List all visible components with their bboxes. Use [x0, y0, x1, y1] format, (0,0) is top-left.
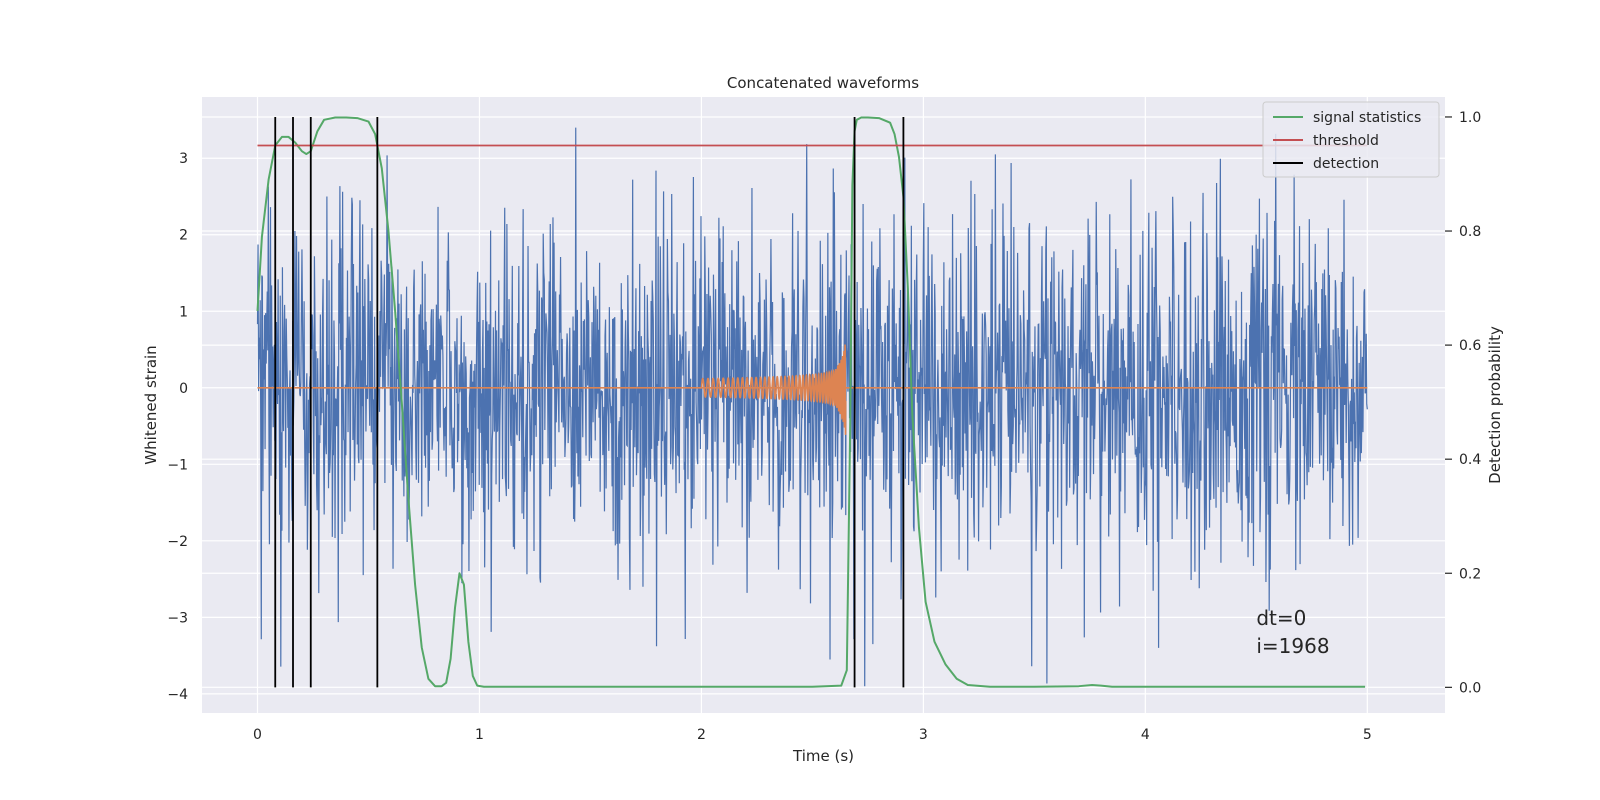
x-axis-label: Time (s) [792, 747, 854, 765]
legend-entry-label: detection [1313, 156, 1379, 172]
y2-tick-label: 0.2 [1459, 566, 1481, 582]
annotation-index: i=1968 [1256, 634, 1329, 658]
y2-axis-ticks: 0.0 0.2 0.4 0.6 0.8 1.0 [1445, 110, 1481, 696]
y-axis-ticks: −4 −3 −2 −1 0 1 2 3 [167, 151, 188, 703]
y-tick-label: −4 [167, 687, 188, 703]
legend-entry-label: signal statistics [1313, 110, 1421, 126]
y2-tick-label: 0.8 [1459, 224, 1481, 240]
y-tick-label: −1 [167, 457, 188, 473]
x-tick-label: 2 [697, 727, 706, 743]
y-tick-label: 0 [179, 381, 188, 397]
x-axis-ticks: 0 1 2 3 4 5 [253, 727, 1372, 743]
y-tick-label: 3 [179, 151, 188, 167]
x-tick-label: 0 [253, 727, 262, 743]
y-axis-label: Whitened strain [142, 345, 160, 464]
legend-box [1262, 101, 1440, 178]
y2-tick-label: 0.0 [1459, 680, 1481, 696]
y2-axis-label: Detection probability [1486, 326, 1504, 484]
signal-chirp [700, 344, 847, 435]
y-tick-label: −2 [167, 534, 188, 550]
y-tick-label: 1 [179, 304, 188, 320]
y2-tick-label: 1.0 [1459, 110, 1481, 126]
chart-title: Concatenated waveforms [727, 74, 919, 92]
injected-signal-series [257, 344, 1368, 435]
x-tick-label: 4 [1141, 727, 1150, 743]
annotation-dt: dt=0 [1256, 606, 1306, 630]
y-tick-label: 2 [179, 228, 188, 244]
y2-tick-label: 0.6 [1459, 338, 1481, 354]
detection-series [274, 116, 905, 688]
y-tick-label: −3 [167, 610, 188, 626]
signal-statistics-line [256, 116, 1366, 688]
signal-statistics-series [256, 116, 1366, 688]
x-tick-label: 1 [475, 727, 484, 743]
legend: signal statistics threshold detection [1262, 101, 1440, 178]
y2-tick-label: 0.4 [1459, 452, 1481, 468]
x-tick-label: 3 [919, 727, 928, 743]
legend-entry-label: threshold [1313, 133, 1379, 149]
x-tick-label: 5 [1363, 727, 1372, 743]
